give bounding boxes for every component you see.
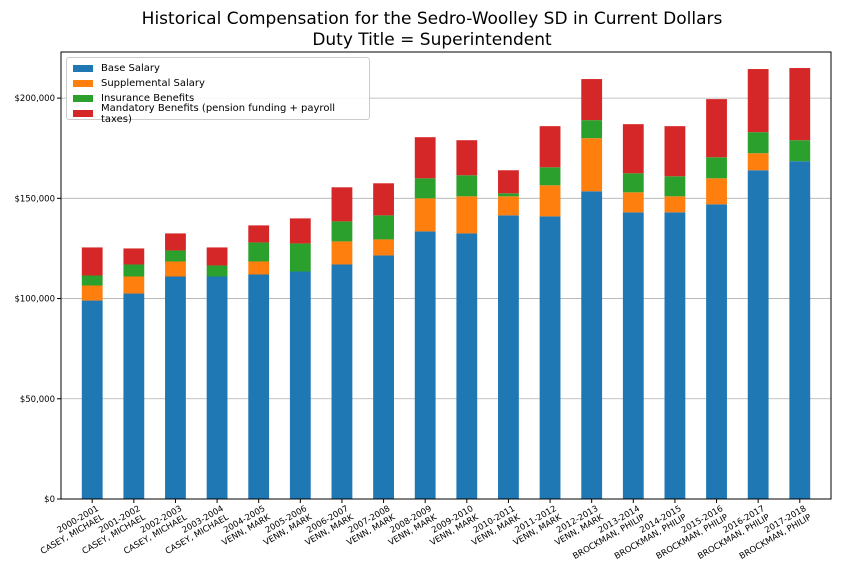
bar-segment [248, 225, 270, 243]
bar-segment [622, 192, 644, 213]
bar-segment [123, 264, 145, 277]
legend-item-insurance-benefits: Insurance Benefits [73, 91, 363, 106]
legend-swatch-insurance-benefits [73, 95, 93, 102]
bar-segment [123, 248, 145, 265]
bar-segment [789, 68, 811, 141]
bar-segment [581, 191, 603, 500]
bar-segment [331, 264, 353, 499]
bar-segment [456, 196, 478, 234]
bar-segment [539, 126, 561, 168]
bar-segment [81, 275, 103, 286]
bar-segment [456, 140, 478, 176]
legend: Base Salary Supplemental Salary Insuranc… [66, 57, 370, 125]
bar-segment [165, 261, 186, 277]
legend-label-base-salary: Base Salary [101, 63, 160, 74]
bar-segment [664, 196, 686, 213]
bar-segment [747, 69, 769, 133]
bar-segment [581, 138, 603, 192]
bar-segment [664, 126, 686, 177]
legend-swatch-base-salary [73, 65, 93, 72]
bar-segment [498, 215, 519, 499]
y-tick-label: $150,000 [14, 194, 55, 204]
bar-segment [456, 175, 478, 197]
bar-segment [622, 173, 644, 193]
bar-segment [206, 265, 228, 277]
bar-segment [539, 167, 561, 186]
bar-segment [289, 243, 311, 272]
bar-segment [331, 241, 353, 265]
bar-segment [289, 218, 311, 244]
legend-swatch-supplemental-salary [73, 80, 93, 87]
legend-item-supplemental-salary: Supplemental Salary [73, 76, 363, 91]
bar-segment [747, 170, 769, 499]
axes-frame [60, 51, 832, 500]
chart-title: Historical Compensation for the Sedro-Wo… [141, 9, 723, 29]
bar-segment [123, 293, 145, 499]
bar-segment [206, 276, 228, 499]
bar-segment [706, 157, 727, 179]
bar-segment [456, 233, 478, 499]
bar-segment [664, 176, 686, 197]
bar-segment [165, 276, 186, 499]
bar-segment [81, 285, 103, 301]
y-axis: $0 $50,000 $100,000 $150,000 $200,000 [14, 94, 61, 505]
bar-segment [248, 242, 270, 262]
bar-segment [165, 250, 186, 262]
chart-subtitle: Duty Title = Superintendent [312, 30, 552, 50]
bar-segment [206, 247, 228, 266]
bar-segment [373, 255, 394, 499]
bars [81, 68, 811, 500]
bar-segment [581, 79, 603, 121]
bar-segment [414, 231, 436, 499]
bar-segment [414, 198, 436, 232]
bar-segment [248, 274, 270, 499]
bar-segment [373, 215, 394, 240]
y-tick-label: $100,000 [14, 295, 55, 305]
bar-segment [373, 183, 394, 216]
bar-segment [706, 204, 727, 499]
bar-segment [289, 271, 311, 499]
bar-segment [706, 178, 727, 205]
bar-segment [248, 261, 270, 275]
y-tick-label: $50,000 [20, 395, 55, 405]
bar-segment [539, 216, 561, 499]
bar-segment [498, 170, 519, 194]
bar-segment [331, 221, 353, 242]
legend-item-base-salary: Base Salary [73, 61, 363, 76]
y-tick-label: $200,000 [14, 94, 55, 104]
bar-segment [622, 124, 644, 174]
bar-segment [165, 233, 186, 251]
bar-segment [747, 132, 769, 154]
bar-segment [81, 247, 103, 276]
bar-segment [414, 137, 436, 179]
bar-segment [664, 212, 686, 499]
y-tick-label: $0 [44, 495, 55, 505]
bar-segment [498, 193, 519, 197]
bar-segment [581, 120, 603, 139]
legend-label-supplemental-salary: Supplemental Salary [101, 78, 205, 89]
bar-segment [747, 153, 769, 171]
bar-segment [373, 239, 394, 256]
bar-segment [622, 212, 644, 499]
legend-swatch-mandatory-benefits [73, 110, 93, 117]
bar-segment [539, 185, 561, 217]
bar-segment [414, 178, 436, 199]
legend-item-mandatory-benefits: Mandatory Benefits (pension funding + pa… [73, 103, 363, 125]
bar-segment [789, 140, 811, 162]
bar-segment [498, 196, 519, 216]
bar-segment [789, 161, 811, 500]
bar-segment [331, 187, 353, 222]
bar-segment [123, 276, 145, 294]
legend-label-mandatory-benefits: Mandatory Benefits (pension funding + pa… [101, 102, 335, 125]
bar-segment [81, 300, 103, 499]
bar-segment [706, 99, 727, 158]
legend-label-insurance-benefits: Insurance Benefits [101, 93, 195, 104]
